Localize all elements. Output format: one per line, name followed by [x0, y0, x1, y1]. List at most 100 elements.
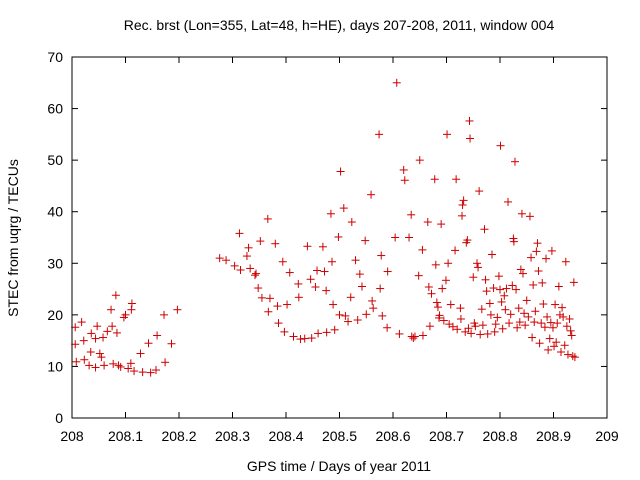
- data-point: [433, 303, 442, 312]
- data-point: [95, 349, 104, 358]
- data-point: [540, 323, 549, 332]
- data-point: [265, 294, 274, 303]
- data-point: [242, 252, 251, 261]
- data-point: [303, 242, 312, 251]
- data-point: [543, 312, 552, 321]
- x-axis-label: GPS time / Days of year 2011: [247, 458, 431, 474]
- data-point: [535, 339, 544, 348]
- data-point: [236, 265, 245, 274]
- x-tick-label: 209: [595, 428, 619, 444]
- data-point: [565, 314, 574, 323]
- data-point: [521, 321, 530, 330]
- x-tick-label: 208.3: [215, 428, 250, 444]
- data-point: [441, 276, 450, 285]
- data-point: [424, 283, 433, 292]
- data-point: [556, 347, 565, 356]
- data-point: [472, 259, 481, 268]
- data-point: [480, 225, 489, 234]
- data-point: [335, 310, 344, 319]
- data-point: [124, 364, 133, 373]
- y-axis-label: STEC from uqrg / TECUs: [5, 159, 21, 317]
- data-point: [100, 361, 109, 370]
- data-point: [378, 311, 387, 320]
- data-point: [252, 269, 261, 278]
- data-point: [306, 275, 315, 284]
- data-point: [466, 134, 475, 143]
- data-point: [329, 300, 338, 309]
- data-point: [167, 339, 176, 348]
- data-point: [458, 201, 467, 210]
- data-point: [437, 220, 446, 229]
- data-point: [551, 300, 560, 309]
- data-point: [516, 265, 525, 274]
- data-point: [107, 305, 116, 314]
- data-point: [294, 279, 303, 288]
- data-point: [351, 256, 360, 265]
- data-point: [344, 317, 353, 326]
- data-point: [85, 361, 94, 370]
- data-point: [407, 210, 416, 219]
- data-point: [161, 358, 170, 367]
- data-point: [513, 323, 522, 332]
- data-point: [467, 329, 476, 338]
- data-point: [469, 273, 478, 282]
- x-tick-label: 208.6: [375, 428, 410, 444]
- data-point: [553, 319, 562, 328]
- data-point: [341, 311, 350, 320]
- data-point: [487, 250, 496, 259]
- data-point: [458, 211, 467, 220]
- data-point: [558, 303, 567, 312]
- data-point: [357, 282, 366, 291]
- data-point: [519, 269, 528, 278]
- data-point: [435, 311, 444, 320]
- data-point: [515, 318, 524, 327]
- data-point: [494, 272, 503, 281]
- data-point: [482, 287, 491, 296]
- data-point: [559, 312, 568, 321]
- data-point: [452, 175, 461, 184]
- data-point: [127, 305, 136, 314]
- data-point: [383, 323, 392, 332]
- chart-title: Rec. brst (Lon=355, Lat=48, h=HE), days …: [124, 17, 555, 33]
- data-point: [222, 256, 231, 265]
- data-point: [502, 284, 511, 293]
- data-point: [427, 289, 436, 298]
- data-point: [453, 325, 462, 334]
- data-point: [230, 261, 239, 270]
- data-point: [418, 331, 427, 340]
- data-point: [294, 293, 303, 302]
- data-point: [475, 187, 484, 196]
- data-point: [568, 352, 577, 361]
- data-point: [314, 329, 323, 338]
- data-point: [235, 229, 244, 238]
- data-point: [465, 116, 474, 125]
- data-point: [463, 236, 472, 245]
- data-point: [244, 243, 253, 252]
- data-point: [477, 305, 486, 314]
- data-point: [520, 309, 529, 318]
- data-point: [544, 345, 553, 354]
- data-point: [151, 366, 160, 375]
- data-point: [562, 322, 571, 331]
- data-point: [313, 266, 322, 275]
- data-point: [409, 334, 418, 343]
- data-point: [547, 246, 556, 255]
- data-point: [318, 242, 327, 251]
- data-point: [130, 367, 139, 376]
- data-point: [116, 362, 125, 371]
- data-point: [512, 285, 521, 294]
- data-point: [451, 246, 460, 255]
- data-point: [103, 327, 112, 336]
- data-point: [367, 190, 376, 199]
- data-point: [418, 245, 427, 254]
- data-point: [399, 165, 408, 174]
- data-point: [501, 305, 510, 314]
- data-point: [336, 167, 345, 176]
- data-point: [72, 357, 81, 366]
- data-point: [423, 218, 432, 227]
- data-point: [283, 300, 292, 309]
- data-point: [346, 293, 355, 302]
- data-point: [362, 310, 371, 319]
- data-point: [490, 327, 499, 336]
